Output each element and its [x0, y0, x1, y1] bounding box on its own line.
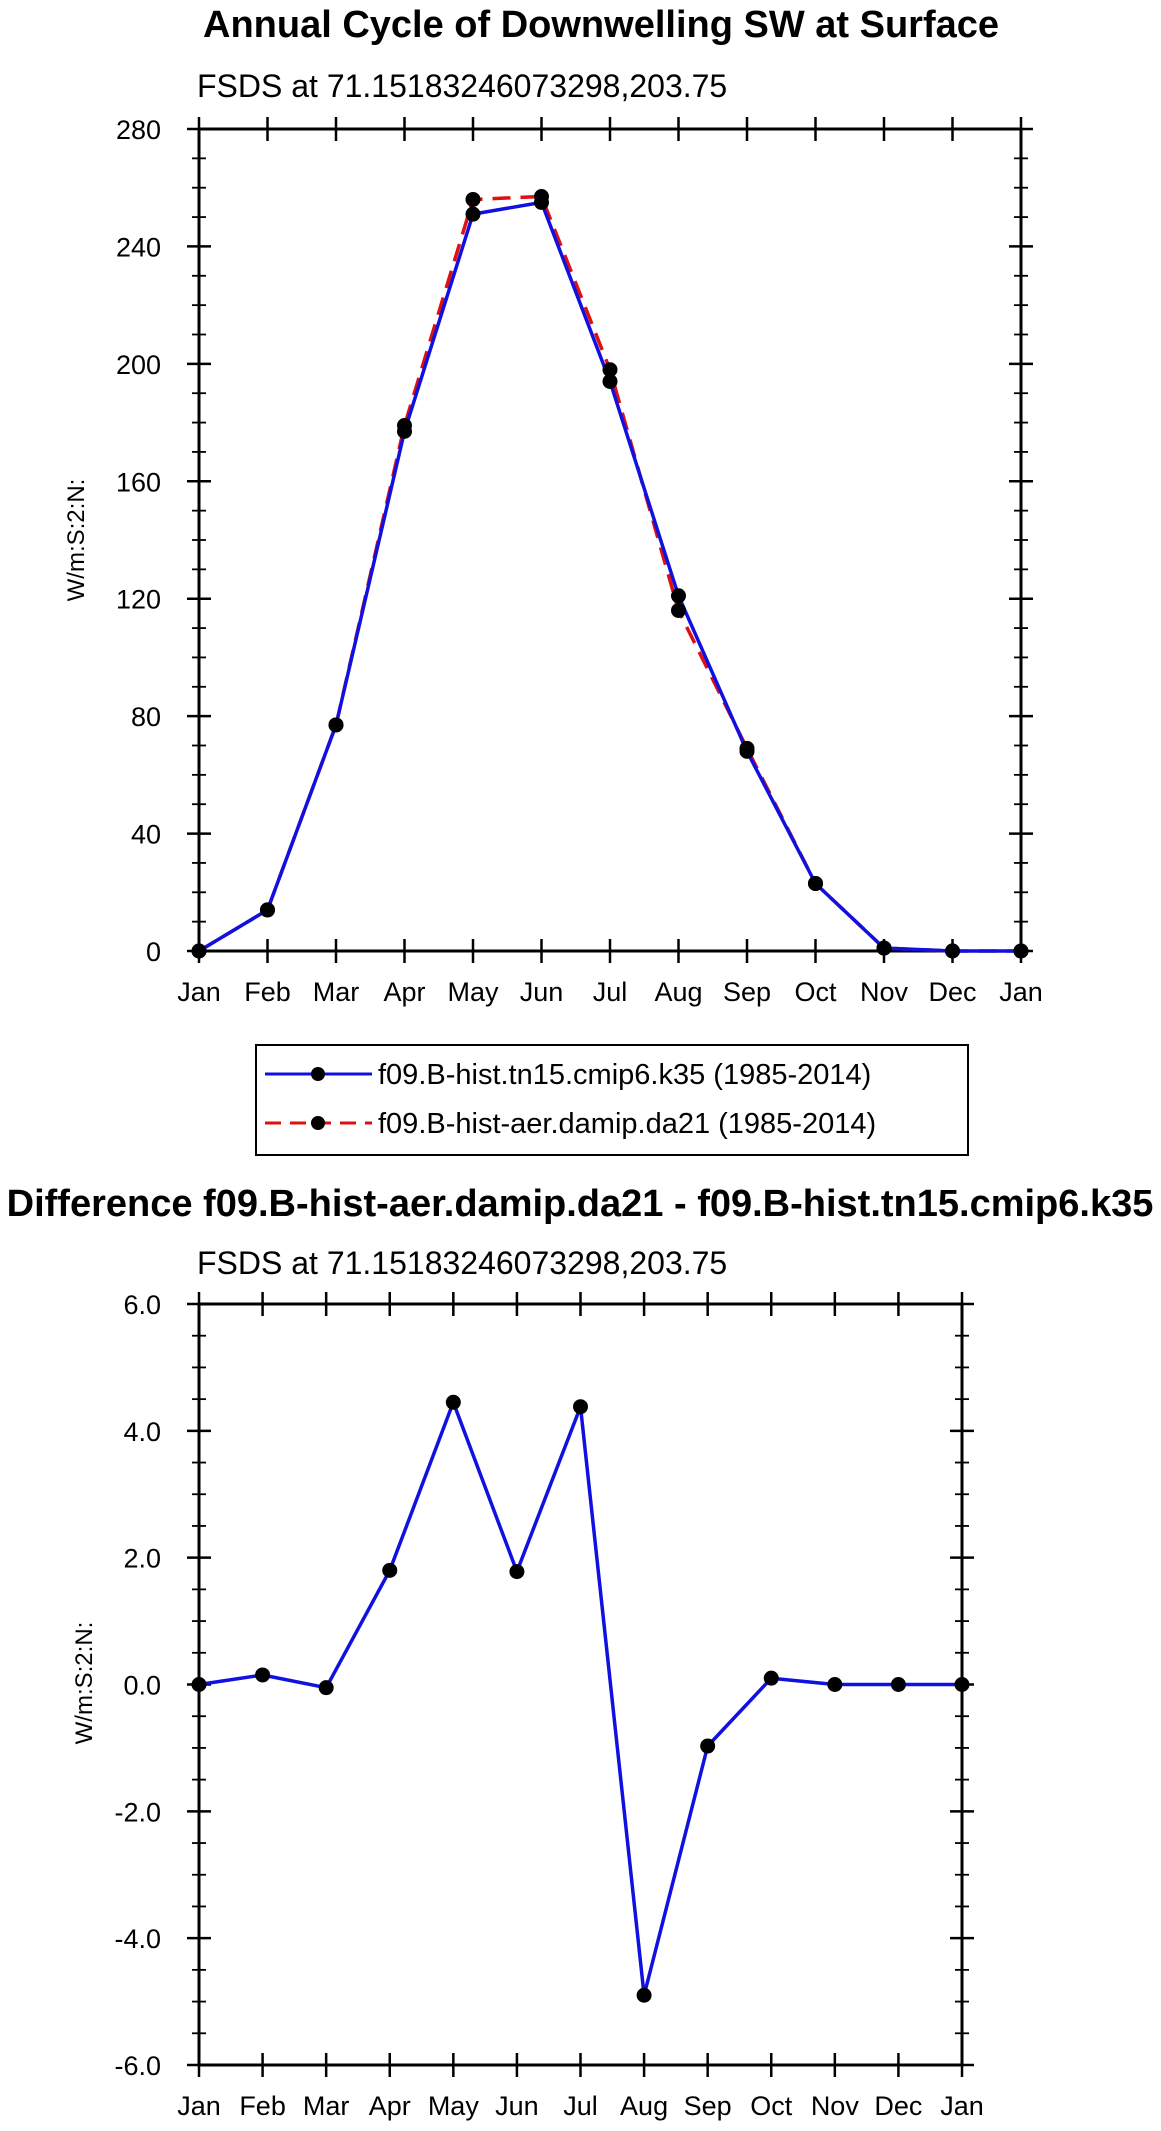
chart1-series-1-point [671, 588, 686, 604]
chart1-title: Annual Cycle of Downwelling SW at Surfac… [203, 4, 999, 46]
chart1-series-2-point [945, 943, 960, 959]
legend-marker-series-2 [311, 1116, 325, 1130]
legend-label-series-1: f09.B-hist.tn15.cmip6.k35 (1985-2014) [378, 1059, 871, 1091]
chart1-y-tick-label: 120 [116, 585, 161, 615]
chart1-x-tick-label: Jan [177, 977, 221, 1007]
chart2-series-1-point [954, 1677, 970, 1692]
chart1-x-tick-label: Sep [723, 977, 771, 1007]
chart1-y-tick-label: 200 [116, 350, 161, 380]
chart1-y-tick-label: 160 [116, 467, 161, 497]
chart2-x-tick-label: Jan [940, 2091, 984, 2121]
chart1-x-tick-label: Oct [794, 977, 837, 1007]
chart1-x-tick-label: Dec [928, 977, 976, 1007]
chart1-x-tick-label: Jul [593, 977, 628, 1007]
chart2-x-tick-label: Oct [750, 2091, 793, 2121]
chart1-series-2-point [671, 602, 686, 618]
chart1-series-2-point [397, 418, 412, 434]
chart2-x-tick-label: Sep [684, 2091, 732, 2121]
chart1-series-1-point [602, 373, 618, 389]
chart2-x-tick-label: Jun [495, 2091, 539, 2121]
legend-box [255, 1044, 969, 1156]
chart2-y-axis-label: W/m:S:2:N: [71, 1622, 98, 1745]
chart1-series-line-2 [198, 194, 1021, 953]
chart2-subtitle: FSDS at 71.15183246073298,203.75 [197, 1245, 727, 1281]
legend-label-series-2: f09.B-hist-aer.damip.da21 (1985-2014) [378, 1108, 876, 1140]
chart2-y-tick-label: -6.0 [114, 2051, 161, 2081]
chart1-x-tick-label: Feb [244, 977, 291, 1007]
chart1-plot-frame [197, 127, 1023, 953]
chart1-series-2-point [260, 902, 275, 918]
chart1-x-tick-label: Mar [313, 977, 360, 1007]
chart2-x-tick-label: Dec [874, 2091, 922, 2121]
chart2-series-line-1 [198, 1400, 962, 1997]
annual-cycle-chart: Annual Cycle of Downwelling SW at Surfac… [63, 4, 1043, 1007]
chart1-axes: 0 40 80 120 160 200 240 280 Jan Feb Mar Apr May Jun Ju… [116, 115, 1043, 1007]
chart2-series-1-point [318, 1680, 334, 1696]
chart1-series-line-1 [198, 200, 1021, 953]
chart1-series-2-point [876, 940, 892, 956]
chart1-x-tick-label: Aug [654, 977, 702, 1007]
chart1-x-tick-label: Jun [520, 977, 564, 1007]
chart2-series-1-point [573, 1399, 588, 1415]
chart1-x-tick-label: Nov [860, 977, 909, 1007]
chart1-series-1-point [465, 206, 481, 222]
chart2-x-tick-label: Nov [811, 2091, 860, 2121]
chart1-y-axis-label: W/m:S:2:N: [63, 479, 90, 602]
chart1-subtitle: FSDS at 71.15183246073298,203.75 [197, 68, 727, 104]
chart1-y-tick-label: 240 [116, 232, 161, 262]
chart1-y-tick-label: 0 [146, 937, 161, 967]
chart2-series-1-point [890, 1677, 906, 1692]
chart2-series-1-point [255, 1667, 271, 1683]
legend: f09.B-hist.tn15.cmip6.k35 (1985-2014) f0… [255, 1044, 969, 1156]
chart1-x-tick-label: Apr [383, 977, 425, 1007]
chart2-x-tick-label: Feb [239, 2091, 286, 2121]
chart2-x-tick-label: Aug [620, 2091, 668, 2121]
chart1-y-tick-label: 40 [131, 820, 161, 850]
chart2-x-tick-label: Jul [563, 2091, 598, 2121]
chart2-y-tick-label: -4.0 [114, 1924, 161, 1954]
chart1-series-2-point [328, 717, 344, 733]
chart2-y-tick-label: 6.0 [123, 1290, 161, 1320]
chart2-x-tick-label: Mar [303, 2091, 350, 2121]
chart1-series-2-point [534, 189, 549, 205]
chart2-series-1-point [509, 1564, 525, 1580]
chart1-y-tick-label: 280 [116, 115, 161, 145]
chart1-x-tick-label: Jan [999, 977, 1043, 1007]
chart2-x-tick-label: Jan [177, 2091, 221, 2121]
chart2-y-tick-label: 2.0 [123, 1544, 161, 1574]
chart2-series [191, 1394, 970, 2003]
chart2-series-1-point [636, 1987, 652, 2003]
chart2-title: Difference f09.B-hist-aer.damip.da21 - f… [7, 1183, 1154, 1225]
chart2-y-tick-label: 0.0 [123, 1671, 161, 1701]
chart2-y-tick-label: -2.0 [114, 1797, 161, 1827]
chart2-series-1-point [191, 1677, 207, 1692]
chart2-axes: -6.0 -4.0 -2.0 0.0 2.0 4.0 6.0 Jan Feb Mar Apr May J… [114, 1290, 983, 2121]
difference-chart: Difference f09.B-hist-aer.damip.da21 - f… [7, 1183, 1154, 2121]
chart2-x-tick-label: May [428, 2091, 480, 2121]
chart2-series-1-point [763, 1670, 779, 1686]
chart2-series-1-point [827, 1677, 843, 1692]
chart2-series-1-point [700, 1738, 716, 1754]
chart1-y-tick-label: 80 [131, 702, 161, 732]
chart1-x-tick-label: May [447, 977, 499, 1007]
chart1-series-2-point [739, 740, 755, 756]
chart1-series-2-point [191, 943, 207, 959]
chart2-series-1-point [445, 1394, 461, 1410]
chart1-series-2-point [808, 875, 823, 891]
chart1-series-2-point [602, 362, 618, 378]
chart1-series-2-point [465, 191, 481, 207]
chart1-series [191, 189, 1029, 959]
chart2-x-tick-label: Apr [369, 2091, 411, 2121]
chart2-series-1-point [382, 1562, 398, 1578]
legend-marker-series-1 [311, 1067, 325, 1081]
chart2-y-tick-label: 4.0 [123, 1417, 161, 1447]
chart1-series-2-point [1013, 943, 1029, 959]
